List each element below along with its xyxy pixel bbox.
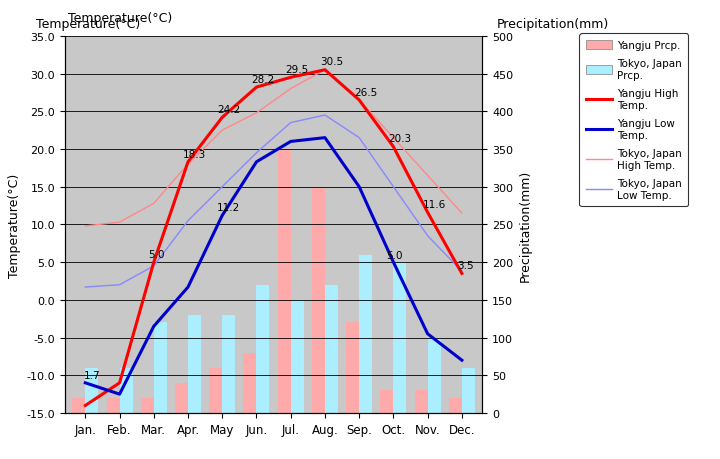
- Bar: [415, 391, 428, 413]
- Text: 26.5: 26.5: [354, 88, 377, 97]
- Bar: [86, 368, 99, 413]
- Legend: Yangju Prcp., Tokyo, Japan
Prcp., Yangju High
Temp., Yangju Low
Temp., Tokyo, Ja: Yangju Prcp., Tokyo, Japan Prcp., Yangju…: [580, 34, 688, 207]
- Bar: [325, 285, 338, 413]
- Text: 28.2: 28.2: [251, 75, 274, 84]
- Bar: [380, 391, 393, 413]
- Y-axis label: Precipitation(mm): Precipitation(mm): [519, 169, 532, 281]
- Bar: [107, 398, 120, 413]
- Bar: [462, 368, 475, 413]
- Bar: [210, 368, 222, 413]
- Bar: [278, 150, 291, 413]
- Text: 18.3: 18.3: [183, 149, 206, 159]
- Y-axis label: Temperature(°C): Temperature(°C): [8, 173, 21, 277]
- Text: 24.2: 24.2: [217, 105, 240, 115]
- Text: 11.6: 11.6: [423, 200, 446, 210]
- Bar: [449, 398, 462, 413]
- Bar: [243, 353, 256, 413]
- Text: Precipitation(mm): Precipitation(mm): [497, 18, 609, 31]
- Text: 11.2: 11.2: [217, 202, 240, 213]
- Text: 5.0: 5.0: [148, 249, 165, 259]
- Bar: [222, 315, 235, 413]
- Bar: [359, 255, 372, 413]
- Bar: [428, 338, 441, 413]
- Bar: [120, 368, 132, 413]
- Text: 5.0: 5.0: [387, 250, 403, 260]
- Text: Temperature(°C): Temperature(°C): [68, 12, 173, 25]
- Bar: [188, 315, 201, 413]
- Bar: [175, 383, 188, 413]
- Bar: [312, 187, 325, 413]
- Text: Temperature(°C): Temperature(°C): [36, 18, 140, 31]
- Bar: [154, 323, 167, 413]
- Bar: [393, 263, 406, 413]
- Text: 29.5: 29.5: [286, 65, 309, 75]
- Text: 20.3: 20.3: [388, 134, 411, 144]
- Bar: [256, 285, 269, 413]
- Bar: [141, 398, 154, 413]
- Text: 3.5: 3.5: [456, 261, 473, 270]
- Bar: [72, 398, 86, 413]
- Text: 1.7: 1.7: [84, 370, 100, 381]
- Bar: [291, 300, 304, 413]
- Text: 30.5: 30.5: [320, 57, 343, 67]
- Bar: [346, 323, 359, 413]
